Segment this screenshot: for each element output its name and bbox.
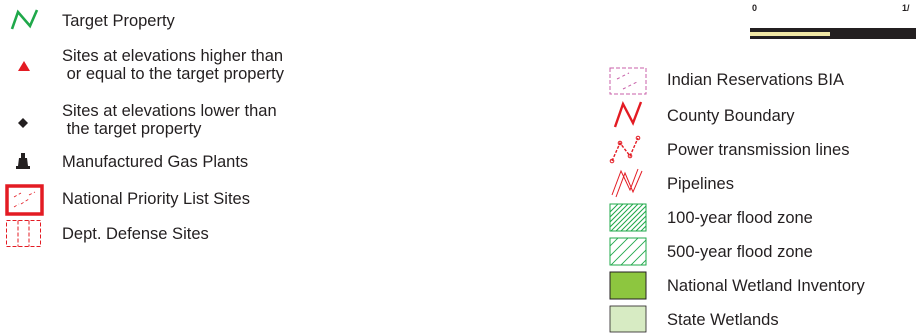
feature-legend: Indian Reservations BIA County Boundary … — [600, 60, 916, 333]
legend-item-power-lines: Power transmission lines — [600, 134, 916, 164]
legend-item-indian-reservations: Indian Reservations BIA — [600, 65, 916, 95]
map-scale-bar: 0 1/ — [740, 0, 916, 50]
legend-label-county-boundary: County Boundary — [667, 107, 795, 125]
scale-end-label: 1/ — [902, 3, 910, 13]
pipeline-icon — [611, 168, 643, 198]
legend-label-flood-zone-500: 500-year flood zone — [667, 243, 813, 261]
wetland-inventory-icon — [609, 271, 647, 300]
legend-item-higher-elevation-sites: Sites at elevations higher than or equal… — [0, 44, 360, 88]
state-wetland-icon — [609, 305, 647, 333]
legend-item-pipelines: Pipelines — [600, 168, 916, 198]
legend-item-target-property: Target Property — [0, 8, 360, 32]
legend-label-pipelines: Pipelines — [667, 175, 734, 193]
legend-item-lower-elevation-sites: Sites at elevations lower than the targe… — [0, 99, 360, 143]
legend-item-wetland-inventory: National Wetland Inventory — [600, 270, 916, 300]
scale-bar-graphic — [750, 28, 916, 39]
manufactured-gas-plant-icon — [16, 153, 30, 169]
legend-item-manufactured-gas-plants: Manufactured Gas Plants — [0, 150, 360, 174]
legend-item-flood-zone-500: 500-year flood zone — [600, 236, 916, 266]
lower-elevation-site-icon — [18, 118, 28, 128]
legend-label-lower-elevation-sites: Sites at elevations lower than the targe… — [62, 102, 277, 138]
legend-item-county-boundary: County Boundary — [600, 100, 916, 130]
target-property-icon — [10, 9, 39, 30]
higher-elevation-site-icon — [18, 61, 30, 71]
legend-label-defense-sites: Dept. Defense Sites — [62, 225, 209, 243]
legend-label-flood-zone-100: 100-year flood zone — [667, 209, 813, 227]
legend-label-wetland-inventory: National Wetland Inventory — [667, 277, 865, 295]
legend-item-state-wetlands: State Wetlands — [600, 304, 916, 334]
legend-label-national-priority-list: National Priority List Sites — [62, 190, 250, 208]
legend-item-defense-sites: Dept. Defense Sites — [0, 219, 360, 249]
legend-item-national-priority-list: National Priority List Sites — [0, 184, 360, 216]
flood-zone-500-icon — [609, 237, 647, 266]
county-boundary-icon — [613, 101, 643, 128]
national-priority-list-icon — [5, 184, 44, 216]
power-line-icon — [609, 135, 641, 164]
defense-site-icon — [6, 220, 41, 247]
legend-label-indian-reservations: Indian Reservations BIA — [667, 71, 845, 89]
flood-zone-100-icon — [609, 203, 647, 232]
scale-start-label: 0 — [752, 3, 758, 13]
legend-item-flood-zone-100: 100-year flood zone — [600, 202, 916, 232]
legend-label-state-wetlands: State Wetlands — [667, 311, 779, 329]
legend-label-target-property: Target Property — [62, 12, 175, 30]
legend-label-manufactured-gas-plants: Manufactured Gas Plants — [62, 153, 249, 171]
indian-reservation-icon — [609, 67, 647, 95]
legend-label-higher-elevation-sites: Sites at elevations higher than or equal… — [62, 47, 284, 83]
site-legend: Target Property Sites at elevations high… — [0, 0, 360, 260]
legend-label-power-lines: Power transmission lines — [667, 141, 850, 159]
